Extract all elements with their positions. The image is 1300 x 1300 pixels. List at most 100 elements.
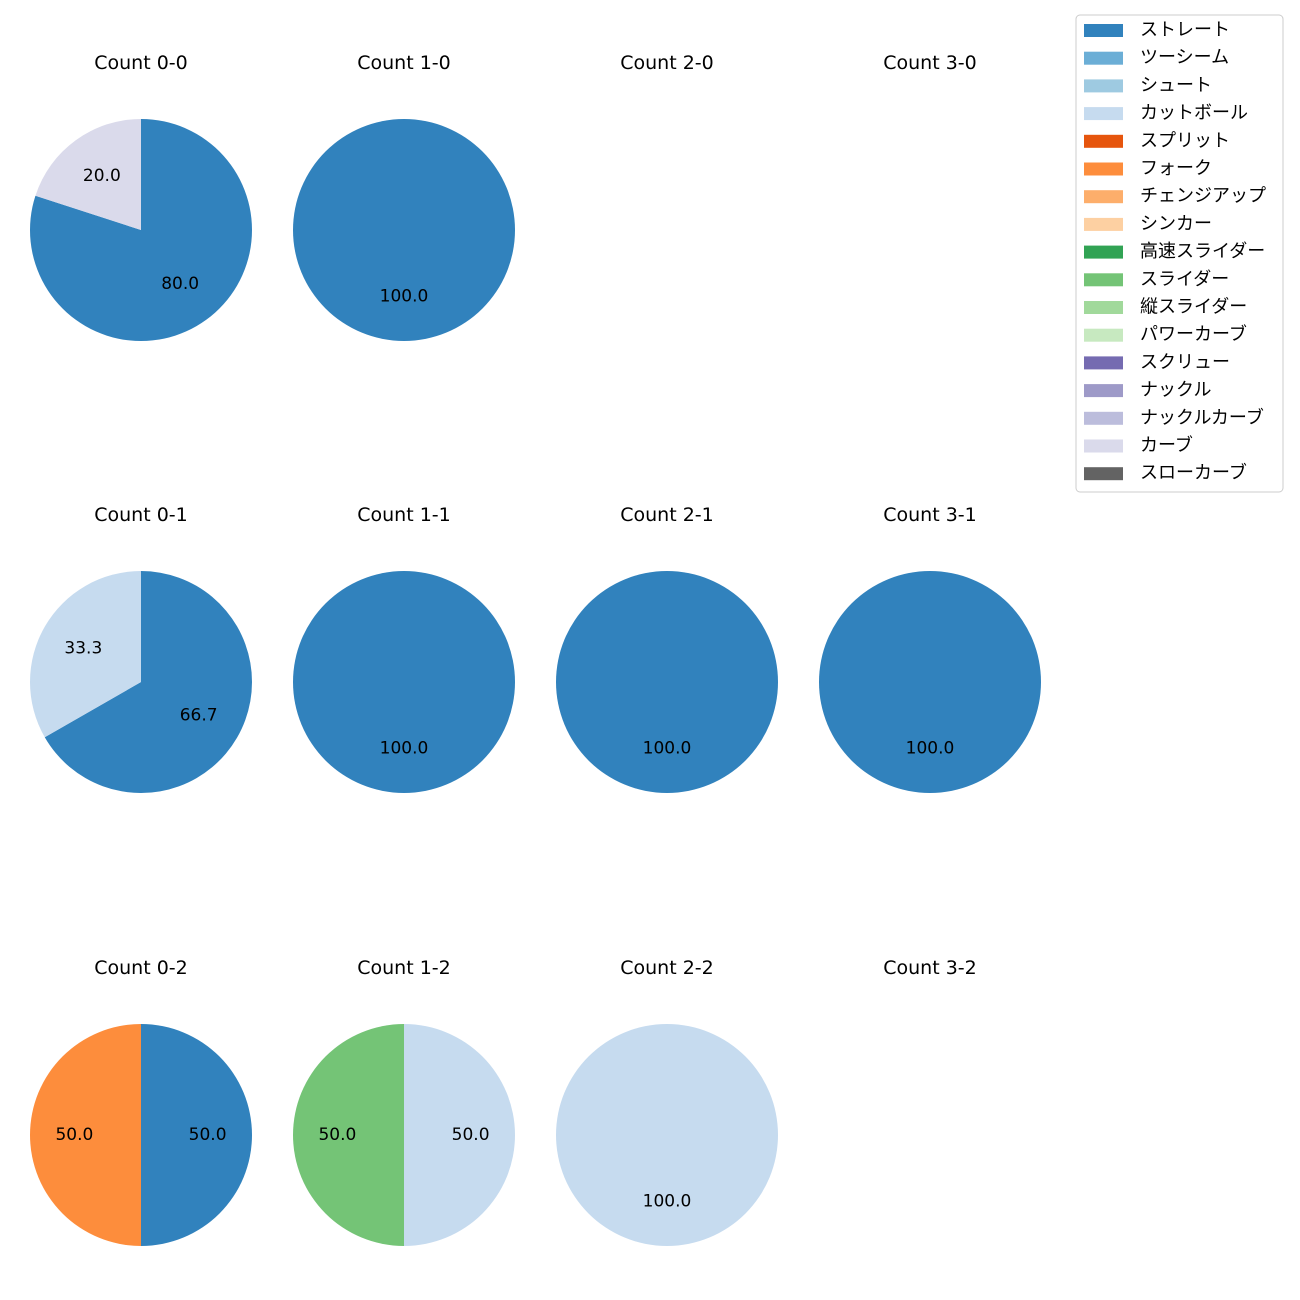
panel-title-count-3-0: Count 3-0	[883, 52, 977, 74]
legend-entry-12: パワーカーブ	[1084, 323, 1247, 345]
panel-title-count-0-0: Count 0-0	[94, 52, 188, 74]
pie-slice-count-0-2-50-0	[141, 1024, 252, 1246]
panel-title-count-0-2: Count 0-2	[94, 957, 188, 979]
legend-entry-5: スプリット	[1084, 130, 1230, 151]
legend-entry-6: フォーク	[1084, 158, 1212, 179]
legend-entry-10-label: スライダー	[1140, 269, 1229, 290]
legend-entry-11-swatch	[1084, 301, 1123, 314]
legend-entry-8-swatch	[1084, 217, 1123, 231]
panel-title-count-1-1: Count 1-1	[357, 504, 451, 526]
legend-entry-17-label: スローカーブ	[1140, 462, 1247, 484]
pie-slice-count-0-2-50-0	[30, 1024, 141, 1246]
pie-slice-count-1-2-50-0	[293, 1024, 404, 1246]
slice-label-count-0-0-80-0: 80.0	[161, 274, 199, 294]
legend-entry-2: ツーシーム	[1084, 47, 1229, 68]
legend-entry-14-swatch	[1084, 384, 1123, 398]
legend-entry-10: スライダー	[1084, 269, 1229, 290]
legend-entry-3-swatch	[1084, 79, 1123, 93]
slice-label-count-3-1-100-0: 100.0	[906, 739, 955, 759]
pie-slice-count-2-2-100-0	[556, 1024, 778, 1246]
slice-label-count-2-1-100-0: 100.0	[643, 739, 692, 759]
legend-entry-6-label: フォーク	[1140, 158, 1212, 179]
legend-entry-6-swatch	[1084, 162, 1123, 176]
legend-entry-12-label: パワーカーブ	[1140, 323, 1247, 345]
panel-title-count-2-2: Count 2-2	[620, 957, 714, 979]
slice-label-count-0-2-50-0: 50.0	[189, 1125, 227, 1145]
legend-entry-12-swatch	[1084, 328, 1123, 342]
legend-entry-7-label: チェンジアップ	[1140, 186, 1266, 207]
pie-slice-count-1-1-100-0	[293, 571, 515, 793]
slice-label-count-0-1-66-7: 66.7	[180, 705, 218, 725]
legend-entry-10-swatch	[1084, 273, 1123, 287]
panel-title-count-2-1: Count 2-1	[620, 504, 714, 526]
legend-entry-14: ナックル	[1084, 380, 1211, 401]
pie-panel-count-1-0: Count 1-0 100.0	[293, 52, 515, 341]
panel-title-count-2-0: Count 2-0	[620, 52, 714, 74]
pie-panels: Count 0-0 80.0 20.0 Count 1-0 100.0 Count 2-0…	[29, 52, 1041, 1246]
legend-entry-14-label: ナックル	[1140, 380, 1211, 401]
legend-entry-17-swatch	[1084, 467, 1123, 481]
legend-entry-3-label: シュート	[1140, 75, 1212, 96]
legend-entry-17: スローカーブ	[1084, 462, 1247, 484]
slice-label-count-1-2-50-0: 50.0	[452, 1125, 490, 1145]
legend-entry-2-swatch	[1084, 51, 1123, 65]
pie-panel-count-2-0: Count 2-0	[620, 52, 714, 74]
panel-title-count-3-1: Count 3-1	[883, 504, 977, 526]
legend-frame	[1075, 14, 1284, 493]
legend-entry-16-swatch	[1084, 439, 1123, 453]
pie-slice-count-0-0-20-0	[35, 119, 142, 230]
legend-entry-4-label: カットボール	[1140, 103, 1248, 124]
slice-label-count-0-2-50-0: 50.0	[55, 1125, 93, 1145]
pie-panel-count-3-2: Count 3-2	[883, 957, 977, 979]
legend-entry-15: ナックルカーブ	[1084, 406, 1264, 428]
slice-label-count-1-2-50-0: 50.0	[318, 1125, 356, 1145]
legend-entry-15-label: ナックルカーブ	[1140, 406, 1264, 428]
pie-panel-count-1-2: Count 1-2 50.0 50.0	[293, 957, 515, 1246]
legend-entry-4: カットボール	[1084, 103, 1248, 124]
panel-title-count-3-2: Count 3-2	[883, 957, 977, 979]
legend-entry-16-label: カーブ	[1140, 434, 1193, 456]
legend-entry-13: スクリュー	[1084, 352, 1230, 373]
legend-entry-9-label: 高速スライダー	[1140, 241, 1265, 262]
pie-slice-count-3-1-100-0	[819, 571, 1041, 793]
pie-panel-count-0-2: Count 0-2 50.0 50.0	[30, 957, 252, 1246]
legend-entry-9-swatch	[1084, 245, 1123, 259]
legend-entry-2-label: ツーシーム	[1140, 47, 1229, 68]
slice-label-count-1-0-100-0: 100.0	[380, 287, 429, 307]
legend-entry-1: ストレート	[1084, 20, 1230, 41]
slice-label-count-2-2-100-0: 100.0	[643, 1192, 692, 1212]
legend-entry-8: シンカー	[1084, 213, 1212, 234]
legend-entry-13-swatch	[1084, 356, 1123, 370]
legend-entry-11-label: 縦スライダー	[1140, 297, 1247, 318]
pie-panel-count-3-0: Count 3-0	[883, 52, 977, 74]
legend-entry-8-label: シンカー	[1140, 213, 1212, 234]
legend-entry-9: 高速スライダー	[1084, 241, 1265, 262]
legend-entry-4-swatch	[1084, 107, 1123, 121]
legend-entry-3: シュート	[1084, 75, 1212, 96]
pie-panel-count-1-1: Count 1-1 100.0	[293, 504, 515, 793]
legend-entry-15-swatch	[1084, 411, 1123, 425]
legend-entry-16: カーブ	[1084, 434, 1193, 456]
pie-panel-count-2-1: Count 2-1 100.0	[556, 504, 778, 793]
pie-panel-count-3-1: Count 3-1 100.0	[819, 504, 1041, 793]
panel-title-count-1-2: Count 1-2	[357, 957, 451, 979]
slice-label-count-1-1-100-0: 100.0	[380, 739, 429, 759]
legend-entry-5-swatch	[1084, 134, 1123, 148]
pie-slice-count-1-2-50-0	[404, 1024, 515, 1246]
pie-slice-count-2-1-100-0	[556, 571, 778, 793]
pie-slice-count-0-0-80-0	[30, 119, 252, 342]
pie-slice-count-1-0-100-0	[293, 119, 515, 341]
legend-entry-5-label: スプリット	[1140, 130, 1230, 151]
pie-panel-count-0-0: Count 0-0 80.0 20.0	[30, 52, 252, 342]
panel-title-count-0-1: Count 0-1	[94, 504, 188, 526]
legend-entry-13-label: スクリュー	[1140, 352, 1230, 373]
pie-panel-count-0-1: Count 0-1 66.7 33.3	[29, 504, 252, 793]
pie-slice-count-0-1-33-3	[29, 571, 141, 738]
panel-title-count-1-0: Count 1-0	[357, 52, 451, 74]
slice-label-count-0-1-33-3: 33.3	[64, 639, 102, 659]
legend-entry-1-label: ストレート	[1140, 20, 1230, 41]
pie-panel-count-2-2: Count 2-2 100.0	[556, 957, 778, 1246]
legend-entry-11: 縦スライダー	[1084, 297, 1247, 318]
legend-entry-7-swatch	[1084, 190, 1123, 204]
